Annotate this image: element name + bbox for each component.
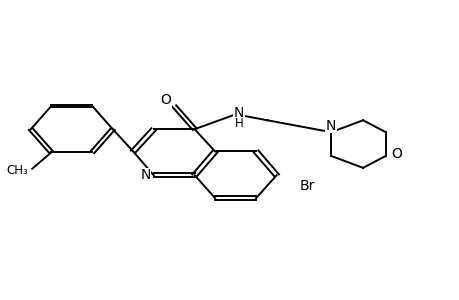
Text: Br: Br xyxy=(299,179,314,193)
Text: O: O xyxy=(160,93,171,107)
Text: CH₃: CH₃ xyxy=(7,164,28,177)
Text: H: H xyxy=(235,117,243,130)
Text: N: N xyxy=(325,118,336,133)
Text: N: N xyxy=(234,106,244,120)
Text: O: O xyxy=(391,148,402,161)
Text: N: N xyxy=(140,168,151,182)
